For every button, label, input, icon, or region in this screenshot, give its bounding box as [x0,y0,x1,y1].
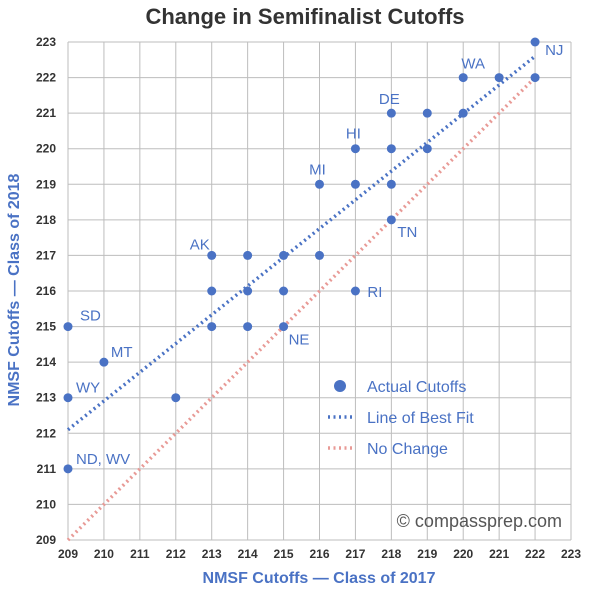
data-point [386,108,396,118]
data-point [350,286,360,296]
x-tick-label: 212 [166,547,186,561]
point-label: MI [309,161,326,178]
x-tick-label: 217 [345,547,365,561]
data-point [243,322,253,332]
legend: Actual Cutoffs Line of Best Fit No Change [328,379,474,458]
x-axis-title: NMSF Cutoffs — Class of 2017 [203,570,436,587]
grid [67,41,572,541]
y-tick-label: 211 [37,462,57,476]
point-label: SD [80,308,101,325]
point-label: HI [346,126,361,143]
x-tick-label: 209 [58,547,78,561]
point-label: WA [461,56,485,73]
point-label: TN [397,224,417,241]
chart-title: Change in Semifinalist Cutoffs [145,4,464,29]
data-point [63,322,73,332]
y-tick-label: 212 [36,426,56,440]
y-tick-label: 222 [36,71,56,85]
data-point [458,73,468,83]
series-lines [66,54,537,542]
y-axis-title: NMSF Cutoffs — Class of 2018 [6,173,23,406]
y-tick-label: 215 [36,320,56,334]
point-label: RI [367,284,382,301]
legend-label: Line of Best Fit [367,410,474,427]
x-tick-label: 215 [274,547,294,561]
data-point [315,250,324,260]
legend-label: No Change [367,441,448,458]
series-line [66,76,537,542]
x-tick-label: 221 [489,547,509,561]
y-tick-labels: 209 210 211 212 213 214 215 216 217 218 219 220 221 2… [36,35,56,547]
x-tick-label: 223 [561,547,581,561]
y-tick-label: 216 [36,284,56,298]
data-point [279,322,289,332]
x-tick-label: 213 [202,547,222,561]
x-tick-label: 219 [417,547,437,561]
data-point [422,144,432,154]
y-tick-label: 214 [36,355,56,369]
point-label: DE [379,91,400,108]
x-tick-label: 210 [94,547,114,561]
data-point [171,393,181,403]
y-tick-label: 213 [36,391,56,405]
data-point [386,215,396,225]
data-point [63,464,73,474]
legend-symbol [334,380,346,392]
watermark: © compassprep.com [397,511,562,531]
x-tick-label: 216 [309,547,329,561]
data-point [279,286,289,296]
data-points [63,37,540,474]
data-point [530,73,540,83]
y-tick-label: 218 [36,213,56,227]
point-labels: SD WY ND, WV MT AK NE MI HI RI DE TN WA NJ [76,42,563,468]
x-tick-label: 214 [238,547,258,561]
x-tick-label: 220 [453,547,473,561]
series-line [66,54,537,432]
data-point [279,250,289,260]
data-point [315,179,324,189]
data-point [243,286,253,296]
data-point [350,144,360,154]
y-tick-label: 210 [36,497,56,511]
data-point [458,108,468,118]
data-point [63,393,73,403]
data-point [530,37,540,47]
data-point [207,322,217,332]
data-point [386,179,396,189]
x-tick-labels: 209 210 211 212 213 214 215 216 217 218 219 220 221 2… [58,547,581,561]
y-tick-label: 221 [36,106,56,120]
point-label: WY [76,380,100,397]
y-tick-label: 223 [36,35,56,49]
point-label: MT [111,344,133,361]
data-point [207,250,217,260]
legend-label: Actual Cutoffs [367,379,466,396]
point-label: ND, WV [76,451,130,468]
y-tick-label: 220 [36,142,56,156]
data-point [422,108,432,118]
point-label: AK [190,236,210,253]
data-point [243,250,253,260]
y-tick-label: 217 [36,248,56,262]
data-point [494,73,504,83]
data-point [207,286,217,296]
x-tick-label: 211 [130,547,150,561]
x-tick-label: 218 [381,547,401,561]
y-tick-label: 219 [36,177,56,191]
x-tick-label: 222 [525,547,545,561]
point-label: NE [289,332,310,349]
data-point [386,144,396,154]
y-tick-label: 209 [36,533,56,547]
data-point [99,357,109,367]
point-label: NJ [545,42,563,59]
data-point [350,179,360,189]
